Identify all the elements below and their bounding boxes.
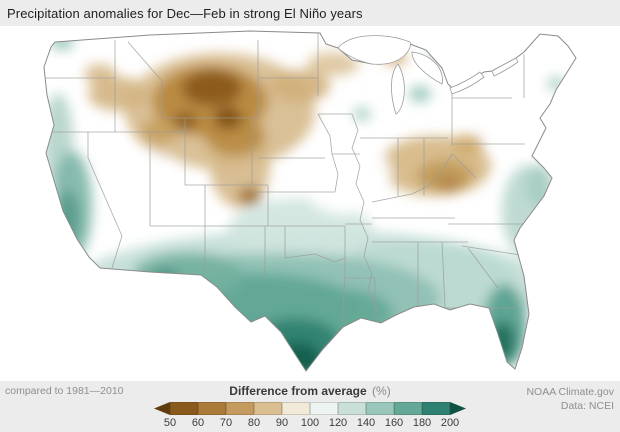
colorbar-tick-label: 90 [275,417,289,429]
colorbar-segment [254,402,282,415]
map-area [0,26,620,381]
colorbar-arrow-left [154,402,170,415]
colorbar-tick-label: 200 [440,417,460,429]
anomaly-blob [409,86,431,102]
colorbar-tick-label: 80 [247,417,261,429]
legend-unit: (%) [372,384,391,398]
colorbar-tick-label: 50 [163,417,177,429]
colorbar-segment [226,402,254,415]
great-lakes [337,35,519,115]
colorbar-segment [394,402,422,415]
lake-michigan [391,63,405,115]
anomaly-blob [50,34,74,50]
anomaly-blob [228,198,372,262]
anomaly-blob [182,70,242,106]
colorbar-tick-label: 140 [356,417,376,429]
anomaly-blob [238,187,262,205]
anomaly-blob [470,73,560,149]
credit-noaa: NOAA Climate.gov [526,386,614,398]
legend-title: Difference from average [229,384,367,398]
colorbar [154,402,466,415]
color-scale-legend: Difference from average (%) 50 60 70 80 90 10… [154,384,466,429]
colorbar-tick-label: 180 [412,417,432,429]
colorbar-segment [170,402,198,415]
anomaly-blob [84,64,116,84]
baseline-note: compared to 1981—2010 [5,385,124,397]
us-outline [43,30,577,372]
title-bar: Precipitation anomalies for Dec—Feb in s… [0,0,620,26]
lake-erie [449,71,485,95]
credit-data-source: Data: NCEI [560,400,614,413]
page-title: Precipitation anomalies for Dec—Feb in s… [7,5,363,21]
us-precipitation-map [43,30,577,372]
colorbar-segment [282,402,310,415]
colorbar-tick-label: 120 [328,417,348,429]
colorbar-tick-label: 100 [300,417,320,429]
anomaly-blob [299,138,391,214]
anomaly-blob [491,321,515,361]
colorbar-segments [170,402,450,415]
colorbar-tick-label: 70 [219,417,233,429]
state-borders [46,32,556,325]
credits: NOAA Climate.gov Data: NCEI [526,385,614,413]
anomaly-blob [307,52,359,76]
colorbar-segment [338,402,366,415]
colorbar-segment [198,402,226,415]
colorbar-tick-labels: 50 60 70 80 90 100 120 140 160 180 200 [164,415,459,429]
lake-huron [411,51,443,85]
anomaly-blob [88,77,148,111]
anomaly-blob [57,190,79,246]
colorbar-tick-label: 60 [191,417,205,429]
colorbar-tick-label: 160 [384,417,404,429]
legend-title-row: Difference from average (%) [154,384,466,398]
lake-ontario [491,57,519,77]
anomaly-blob [270,70,330,102]
footer-bar: compared to 1981—2010 NOAA Climate.gov D… [0,381,620,432]
lake-superior [337,35,411,65]
anomaly-blob [110,154,194,218]
anomaly-blob [151,269,179,287]
colorbar-arrow-right [450,402,466,415]
colorbar-segment [422,402,450,415]
colorbar-segment [366,402,394,415]
anomaly-blob [436,176,460,192]
colorbar-segment [310,402,338,415]
anomaly-blob [353,107,371,121]
